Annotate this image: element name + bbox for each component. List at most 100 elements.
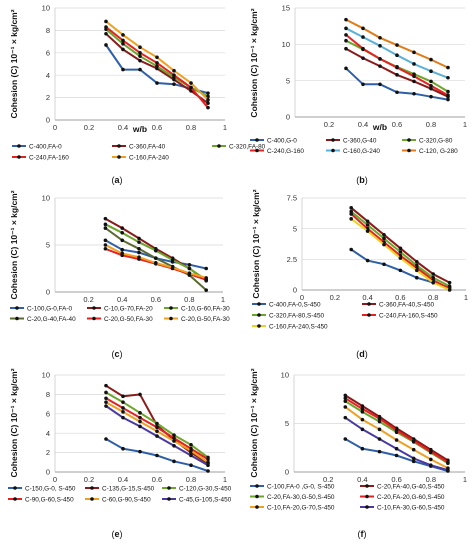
data-point (349, 212, 354, 216)
x-tick-label: 0.2 (84, 123, 94, 132)
data-point (120, 247, 124, 252)
series-4 (343, 405, 450, 470)
series-line (345, 27, 449, 79)
x-tick-label: 1 (223, 475, 227, 484)
y-tick-label: 5 (46, 241, 50, 250)
data-point (155, 453, 159, 458)
data-point (170, 265, 175, 270)
data-point (377, 416, 382, 421)
data-point (138, 415, 142, 420)
x-tick-label: 0.4 (118, 475, 128, 484)
data-point (170, 258, 175, 262)
data-point (138, 58, 142, 63)
legend-item: C-10,FA-20,G-70,S-450 (250, 504, 335, 511)
data-point (172, 82, 176, 86)
x-tick-label: 0.4 (117, 295, 127, 304)
legend-item: C-360,FA-40 (112, 143, 166, 150)
data-point (429, 449, 433, 454)
data-point (138, 424, 142, 429)
data-point (121, 33, 125, 37)
data-point (446, 468, 450, 472)
data-point (395, 53, 399, 58)
gridlines (55, 7, 225, 121)
legend-marker (169, 316, 173, 321)
data-point (394, 446, 399, 451)
y-tick-label: 0 (286, 113, 290, 122)
legend-marker (365, 494, 369, 499)
x-tick-label: 0.2 (324, 120, 334, 129)
data-point (398, 250, 403, 254)
legend-item: C-240,FA-160 (12, 154, 69, 161)
data-point (121, 400, 125, 404)
data-point (204, 288, 208, 292)
x-tick-label: 0.2 (330, 293, 340, 302)
legend: C-100,FA-0 ,G-0, S-450 C-20,FA-40,G-40,S-… (250, 483, 445, 511)
data-point (349, 217, 354, 221)
legend-label: C-320,FA-80,S-450 (269, 312, 325, 319)
legend-marker (367, 313, 371, 317)
y-tick-label: 15 (282, 4, 290, 13)
series-4 (104, 19, 210, 102)
legend-label: C-20,FA-40,G-40,S-450 (377, 483, 445, 490)
series-3 (343, 396, 450, 465)
legend-label: C-240,FA-160,S-450 (379, 312, 438, 319)
legend-item: C-20,FA-30,G-50,S-450 (250, 494, 335, 501)
data-point (365, 219, 370, 224)
series-1 (349, 206, 452, 285)
legend-label: C-120,G-30,S-450 (179, 485, 232, 492)
data-point (398, 256, 403, 260)
y-tick-label: 2 (46, 93, 50, 102)
legend-label: C-320,FA-80 (229, 143, 266, 150)
legend-item: C-45,G-105,S-450 (162, 496, 232, 503)
y-tick-label: 0 (46, 288, 50, 297)
data-point (377, 419, 382, 424)
data-point (121, 410, 125, 414)
legend-item: C-90,G-60,S-450 (8, 496, 74, 503)
x-tick-label: 0.2 (83, 295, 93, 304)
panel-0: 0 2 4 6 8 10 0 0.2 0.4 0.6 0.8 1 Cohesion (C) 10⁻¹ ×… (9, 4, 266, 185)
data-point (138, 419, 142, 424)
data-point (172, 459, 176, 464)
legend: C-150,G-0, S-450 C-135,G-15,S-450 C-120,G-… (8, 485, 232, 503)
data-point (155, 61, 159, 65)
legend-marker (92, 306, 96, 310)
series-5 (343, 415, 450, 472)
data-point (206, 457, 210, 462)
data-point (398, 246, 403, 251)
data-point (103, 243, 108, 247)
y-axis-title: Cohesion (C) 10⁻¹ × kg/cm² (249, 368, 259, 477)
y-axis-title: Cohesion (C) 10⁻¹ × kg/cm² (9, 9, 19, 118)
legend: C-400,FA-0,S-450 C-360,FA-40,S-450 C-320,F… (252, 301, 438, 330)
y-tick-label: 10 (282, 40, 290, 49)
legend-item: C-160,FA-240,S-450 (252, 323, 328, 330)
x-axis-title: w/b (372, 122, 387, 132)
data-point (121, 394, 125, 399)
data-point (155, 429, 159, 434)
data-point (361, 46, 365, 51)
panel-caption: (b) (356, 175, 368, 185)
data-point (104, 400, 108, 404)
data-point (206, 98, 210, 102)
data-point (378, 43, 382, 48)
data-point (204, 276, 208, 280)
legend-item: C-320,G-80 (402, 137, 453, 144)
legend-label: C-400,G-0 (267, 137, 297, 144)
legend-marker (255, 148, 259, 153)
x-tick-label: 0.4 (357, 475, 367, 484)
data-point (382, 262, 386, 267)
legend-item: C-400,FA-0,S-450 (252, 301, 321, 308)
legend-marker (257, 302, 261, 306)
legend-label: C-100,G-0,FA-0 (27, 305, 73, 312)
y-tick-label: 8 (46, 26, 50, 35)
data-point (360, 427, 365, 432)
panel-2: 0 5 10 0.2 0.4 0.6 0.8 1 Cohesion (C) 10⁻¹ × kg/… (9, 190, 230, 359)
panel-caption: (f) (358, 529, 367, 539)
legend-item: C-20,G-50,FA-30 (87, 316, 153, 323)
data-point (365, 229, 370, 233)
legend-item: C-400,G-0 (250, 137, 297, 144)
data-point (120, 251, 124, 256)
data-point (120, 238, 124, 243)
legend-label: C-20,G-50,FA-30 (104, 316, 153, 323)
data-point (415, 275, 419, 280)
